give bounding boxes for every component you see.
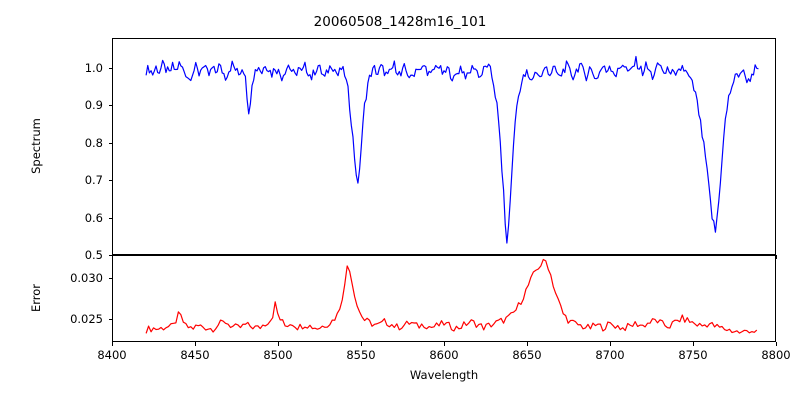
y-tick-label: 1.0 bbox=[84, 60, 103, 75]
spectrum-plot-area bbox=[113, 39, 775, 254]
y-tick-mark bbox=[108, 180, 112, 182]
x-tick-mark bbox=[361, 342, 363, 346]
x-tick-label: 8400 bbox=[97, 348, 127, 362]
y-tick-label: 0.5 bbox=[84, 248, 103, 262]
y-tick-mark bbox=[108, 142, 112, 144]
y-tick-label: 0.6 bbox=[84, 210, 103, 225]
y-tick-label: 0.030 bbox=[70, 270, 103, 285]
x-tick-label: 8650 bbox=[512, 348, 542, 362]
y-tick-label: 0.9 bbox=[84, 98, 103, 113]
x-axis-label: Wavelength bbox=[409, 368, 479, 382]
x-tick-mark bbox=[278, 342, 280, 346]
x-tick-label: 8700 bbox=[595, 348, 625, 362]
y-tick-mark bbox=[108, 319, 112, 321]
y-tick-mark bbox=[108, 255, 112, 257]
x-tick-mark bbox=[610, 342, 612, 346]
y-tick-mark bbox=[108, 277, 112, 280]
x-tick-mark bbox=[776, 255, 778, 259]
x-tick-label: 8550 bbox=[346, 348, 376, 362]
y-tick-mark bbox=[108, 105, 112, 107]
error-y-axis-label: Error bbox=[29, 283, 43, 313]
y-tick-mark bbox=[108, 217, 112, 219]
x-tick-mark bbox=[776, 342, 778, 346]
x-tick-label: 8450 bbox=[180, 348, 210, 362]
y-tick-label: 0.7 bbox=[84, 173, 103, 188]
figure-title: 20060508_1428m16_101 bbox=[313, 14, 487, 30]
error-axes bbox=[112, 255, 776, 342]
x-tick-label: 8600 bbox=[429, 348, 459, 362]
x-tick-label: 8800 bbox=[761, 348, 791, 362]
x-tick-label: 8750 bbox=[678, 348, 708, 362]
x-tick-mark bbox=[112, 342, 114, 346]
x-tick-mark bbox=[693, 342, 695, 346]
x-tick-mark bbox=[527, 342, 529, 346]
spectrum-axes bbox=[112, 38, 776, 255]
x-tick-label: 8500 bbox=[263, 348, 293, 362]
spectrum-y-axis-label: Spectrum bbox=[29, 118, 43, 174]
y-tick-mark bbox=[108, 67, 112, 70]
y-tick-label: 0.8 bbox=[84, 135, 103, 150]
x-tick-mark bbox=[444, 342, 446, 346]
x-tick-mark bbox=[195, 342, 197, 346]
error-plot-area bbox=[113, 256, 775, 341]
y-tick-label: 0.025 bbox=[70, 312, 103, 327]
